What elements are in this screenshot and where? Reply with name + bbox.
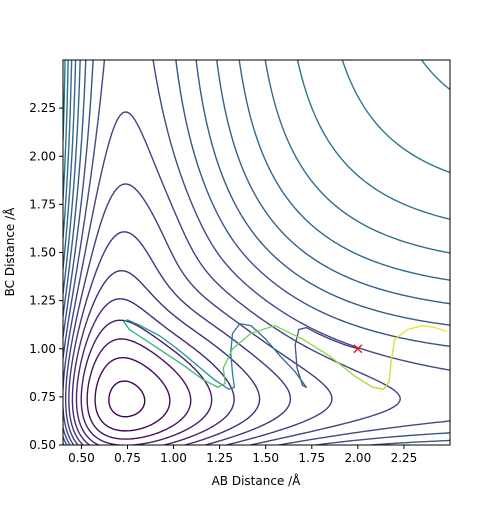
trajectory-segment bbox=[231, 373, 236, 388]
trajectory-segment bbox=[213, 378, 230, 390]
x-tick-label: 0.50 bbox=[68, 451, 95, 465]
x-tick-label: 1.25 bbox=[206, 451, 233, 465]
trajectory-segment bbox=[296, 367, 304, 386]
contour-line bbox=[68, 231, 292, 445]
trajectory-segment bbox=[202, 378, 219, 388]
trajectory-segment bbox=[294, 328, 300, 346]
contour-line bbox=[63, 60, 450, 281]
contour-line bbox=[80, 319, 213, 445]
y-axis-label: BC Distance /Å bbox=[2, 207, 17, 297]
trajectory-segment bbox=[371, 386, 385, 390]
x-tick-label: 2.25 bbox=[391, 451, 418, 465]
trajectory-segment bbox=[329, 355, 355, 377]
x-axis-ticks: 0.50 0.75 1.00 1.25 1.50 1.75 2.00 2.25 bbox=[68, 445, 417, 465]
trajectory-segment bbox=[421, 324, 436, 329]
trajectory-segment bbox=[383, 380, 390, 390]
trajectory-segment bbox=[143, 338, 166, 354]
trajectory-segment bbox=[230, 332, 234, 354]
contour-line bbox=[63, 60, 450, 254]
contour-line bbox=[64, 183, 333, 445]
trajectory-segment bbox=[195, 363, 215, 381]
trajectory-segment bbox=[388, 361, 392, 383]
trajectory-segment bbox=[230, 351, 234, 375]
trajectory-segment bbox=[158, 334, 178, 350]
trajectory-segment bbox=[123, 321, 130, 331]
trajectory-segment bbox=[231, 323, 241, 335]
trajectory-segment bbox=[406, 324, 424, 331]
trajectory-segment bbox=[222, 367, 226, 385]
trajectory-segment bbox=[305, 326, 318, 335]
start-marker bbox=[353, 344, 363, 354]
trajectory-segment bbox=[390, 338, 396, 363]
y-tick-label: 0.50 bbox=[29, 438, 56, 452]
y-tick-label: 1.00 bbox=[29, 342, 56, 356]
trajectory-segment bbox=[250, 324, 276, 335]
x-tick-label: 1.50 bbox=[252, 451, 279, 465]
contour-line bbox=[94, 356, 171, 432]
trajectory-segment bbox=[294, 344, 298, 369]
y-tick-label: 1.50 bbox=[29, 246, 56, 260]
contour-line bbox=[63, 60, 450, 305]
trajectory-segment bbox=[394, 328, 409, 340]
trajectory-segment bbox=[329, 338, 346, 346]
trajectory-segment bbox=[274, 324, 304, 340]
trajectory-segment bbox=[139, 324, 160, 336]
trajectory-segment bbox=[183, 365, 204, 381]
contour-line bbox=[63, 60, 450, 445]
contour-lines bbox=[63, 60, 450, 445]
x-tick-label: 1.00 bbox=[160, 451, 187, 465]
contour-line bbox=[86, 338, 192, 440]
contour-line bbox=[420, 60, 450, 91]
trajectory-segment bbox=[344, 344, 359, 350]
trajectory-segment bbox=[316, 332, 331, 340]
x-tick-label: 0.75 bbox=[114, 451, 141, 465]
contour-line bbox=[63, 60, 450, 445]
y-tick-label: 2.25 bbox=[29, 101, 56, 115]
trajectory-segment bbox=[231, 332, 252, 350]
x-tick-label: 2.00 bbox=[344, 451, 371, 465]
trajectory-segment bbox=[176, 348, 197, 365]
trajectory-segment bbox=[301, 338, 331, 358]
y-axis-ticks: 0.50 0.75 1.00 1.25 1.50 1.75 2.00 2.25 bbox=[29, 101, 63, 452]
y-tick-label: 1.25 bbox=[29, 294, 56, 308]
trajectory-segment bbox=[265, 338, 282, 358]
trajectory-segment bbox=[163, 351, 186, 367]
y-tick-label: 2.00 bbox=[29, 149, 56, 163]
trajectory-segment bbox=[250, 324, 267, 340]
trajectory-segment bbox=[222, 348, 234, 369]
trajectory-segment bbox=[123, 319, 129, 323]
y-tick-label: 0.75 bbox=[29, 390, 56, 404]
trajectory-segment bbox=[294, 371, 307, 388]
trajectory-segment bbox=[228, 386, 236, 390]
trajectory-segment bbox=[126, 319, 142, 327]
x-tick-label: 1.75 bbox=[298, 451, 325, 465]
contour-line bbox=[108, 380, 146, 418]
contour-line bbox=[71, 269, 261, 445]
trajectory-segment bbox=[298, 326, 307, 331]
trajectory-segment bbox=[217, 382, 226, 388]
trajectory-segment bbox=[128, 328, 145, 340]
trajectory-segment bbox=[434, 326, 447, 333]
trajectory-segment bbox=[353, 375, 374, 388]
y-tick-label: 1.75 bbox=[29, 197, 56, 211]
marker-layer bbox=[353, 344, 363, 354]
trajectory-layer bbox=[123, 319, 447, 390]
trajectory-segment bbox=[239, 323, 252, 327]
x-axis-label: AB Distance /Å bbox=[212, 473, 302, 488]
trajectory-segment bbox=[279, 355, 296, 373]
